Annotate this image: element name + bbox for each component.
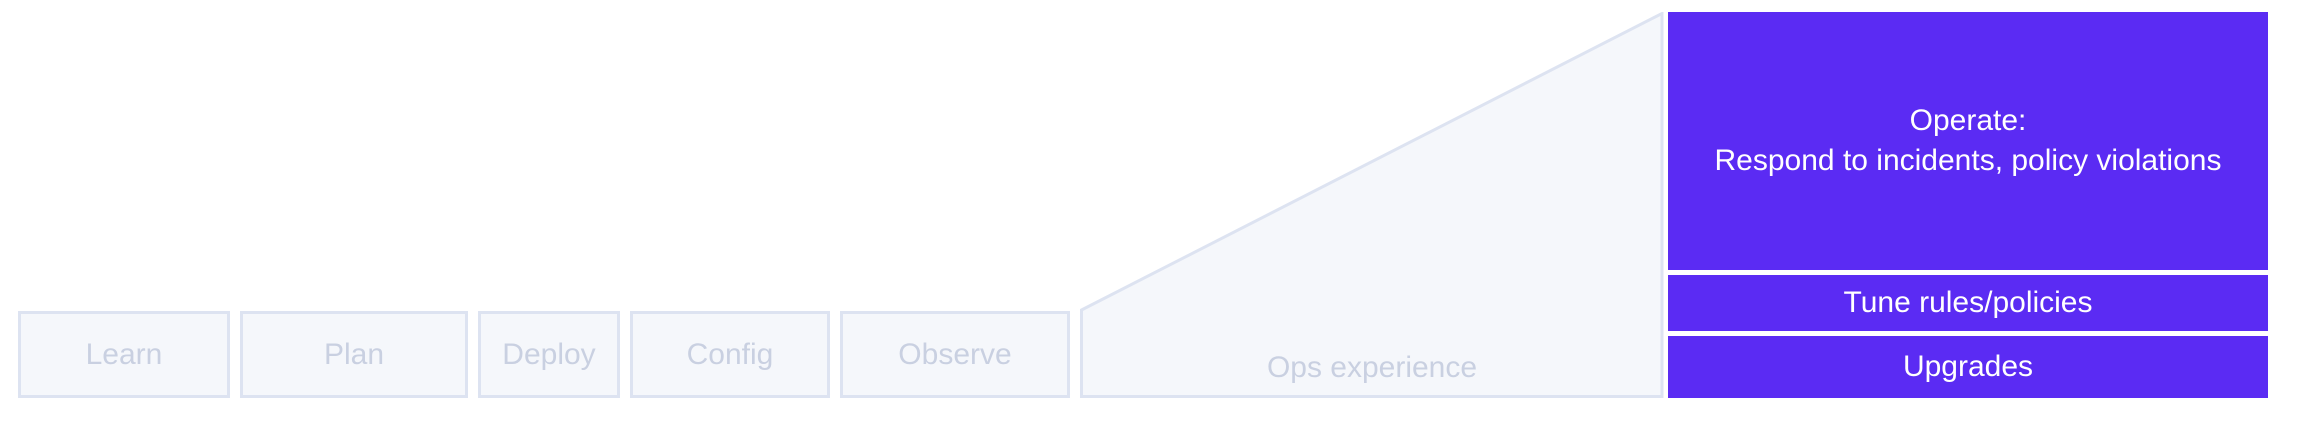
step-deploy: Deploy [478,311,620,398]
ops-experience-wedge: Ops experience [1080,12,1664,398]
step-observe-label: Observe [898,337,1012,371]
step-deploy-label: Deploy [502,337,596,371]
tune-rules-label: Tune rules/policies [1843,286,2093,319]
operate-block: Operate: Respond to incidents, policy vi… [1668,12,2268,270]
step-observe: Observe [840,311,1070,398]
step-config: Config [630,311,830,398]
step-plan: Plan [240,311,468,398]
ops-experience-label: Ops experience [1266,351,1478,384]
operate-title: Operate: [1909,104,2027,137]
tune-rules-block: Tune rules/policies [1668,275,2268,331]
step-config-label: Config [686,337,774,371]
operate-subtitle: Respond to incidents, policy violations [1714,144,2222,177]
ops-wedge-polygon [1080,12,1664,398]
upgrades-block: Upgrades [1668,336,2268,398]
step-learn-label: Learn [85,337,163,371]
step-plan-label: Plan [323,337,385,371]
upgrades-label: Upgrades [1902,350,2034,383]
step-learn: Learn [18,311,230,398]
ops-wedge-shape [1080,12,1664,398]
operate-column: Operate: Respond to incidents, policy vi… [1668,12,2268,398]
